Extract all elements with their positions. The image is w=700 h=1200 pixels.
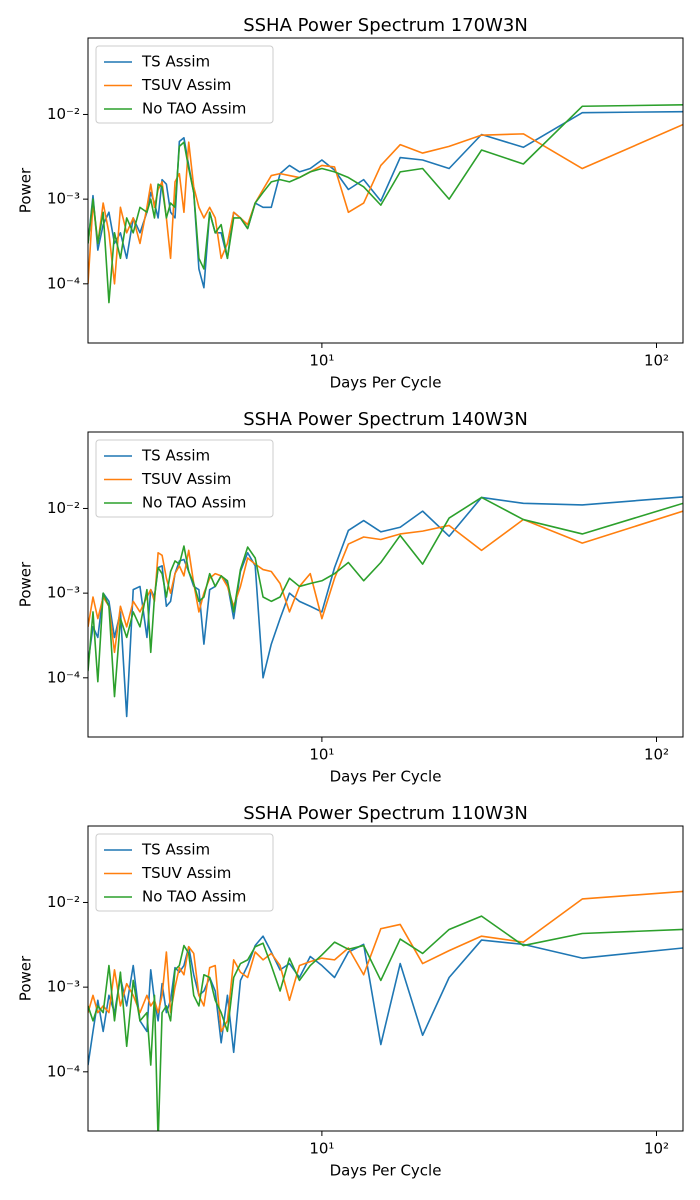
series-line <box>88 496 683 718</box>
axes-frame <box>87 37 684 344</box>
x-tick-label: 10² <box>644 352 669 370</box>
legend-box <box>95 439 274 518</box>
series-line <box>88 510 683 654</box>
legend-label: No TAO Assim <box>142 494 246 512</box>
subplot: SSHA Power Spectrum 170W3N 10¹ 10² 10⁻⁴ 10⁻³… <box>17 15 684 392</box>
legend-label: TS Assim <box>141 53 210 71</box>
legend-label: TS Assim <box>141 841 210 859</box>
x-tick-label: 10¹ <box>309 352 334 370</box>
x-tick-label: 10² <box>644 1140 669 1158</box>
subplot: SSHA Power Spectrum 140W3N 10¹ 10² 10⁻⁴ 10⁻³… <box>17 409 684 786</box>
legend-box <box>95 833 274 912</box>
chart-title: SSHA Power Spectrum 140W3N <box>243 409 528 430</box>
chart-title: SSHA Power Spectrum 170W3N <box>243 15 528 36</box>
series-line <box>88 123 683 285</box>
legend: TS Assim TSUV Assim No TAO Assim <box>95 439 274 518</box>
axes-frame <box>87 825 684 1132</box>
legend: TS Assim TSUV Assim No TAO Assim <box>95 45 274 124</box>
x-tick-label: 10¹ <box>309 1140 334 1158</box>
series-line <box>88 496 683 698</box>
y-tick-label: 10⁻⁴ <box>47 668 80 686</box>
y-tick-label: 10⁻³ <box>47 190 80 208</box>
axes-frame <box>87 431 684 738</box>
legend-label: TSUV Assim <box>141 76 231 94</box>
legend-label: TSUV Assim <box>141 864 231 882</box>
y-tick-label: 10⁻⁴ <box>47 274 80 292</box>
x-tick-label: 10¹ <box>309 746 334 764</box>
plot-area <box>88 496 683 718</box>
x-axis-label: Days Per Cycle <box>330 1162 442 1180</box>
series-line <box>88 104 683 304</box>
y-tick-label: 10⁻² <box>47 893 80 911</box>
plot-area <box>88 104 683 304</box>
x-axis-label: Days Per Cycle <box>330 768 442 786</box>
y-axis-label: Power <box>17 561 35 607</box>
legend-label: TSUV Assim <box>141 470 231 488</box>
legend: TS Assim TSUV Assim No TAO Assim <box>95 833 274 912</box>
y-tick-label: 10⁻³ <box>47 584 80 602</box>
legend-label: No TAO Assim <box>142 888 246 906</box>
plot-area <box>88 890 683 1131</box>
x-tick-label: 10² <box>644 746 669 764</box>
legend-box <box>95 45 274 124</box>
y-axis-label: Power <box>17 167 35 213</box>
y-axis-label: Power <box>17 955 35 1001</box>
chart-title: SSHA Power Spectrum 110W3N <box>243 803 528 824</box>
y-tick-label: 10⁻² <box>47 105 80 123</box>
series-line <box>88 110 683 289</box>
y-tick-label: 10⁻³ <box>47 978 80 996</box>
series-line <box>88 935 683 1066</box>
y-tick-label: 10⁻⁴ <box>47 1062 80 1080</box>
subplot: SSHA Power Spectrum 110W3N 10¹ 10² 10⁻⁴ 10⁻³… <box>17 803 684 1180</box>
legend-label: No TAO Assim <box>142 100 246 118</box>
legend-label: TS Assim <box>141 447 210 465</box>
series-line <box>88 915 683 1131</box>
y-tick-label: 10⁻² <box>47 499 80 517</box>
x-axis-label: Days Per Cycle <box>330 374 442 392</box>
series-line <box>88 890 683 1033</box>
